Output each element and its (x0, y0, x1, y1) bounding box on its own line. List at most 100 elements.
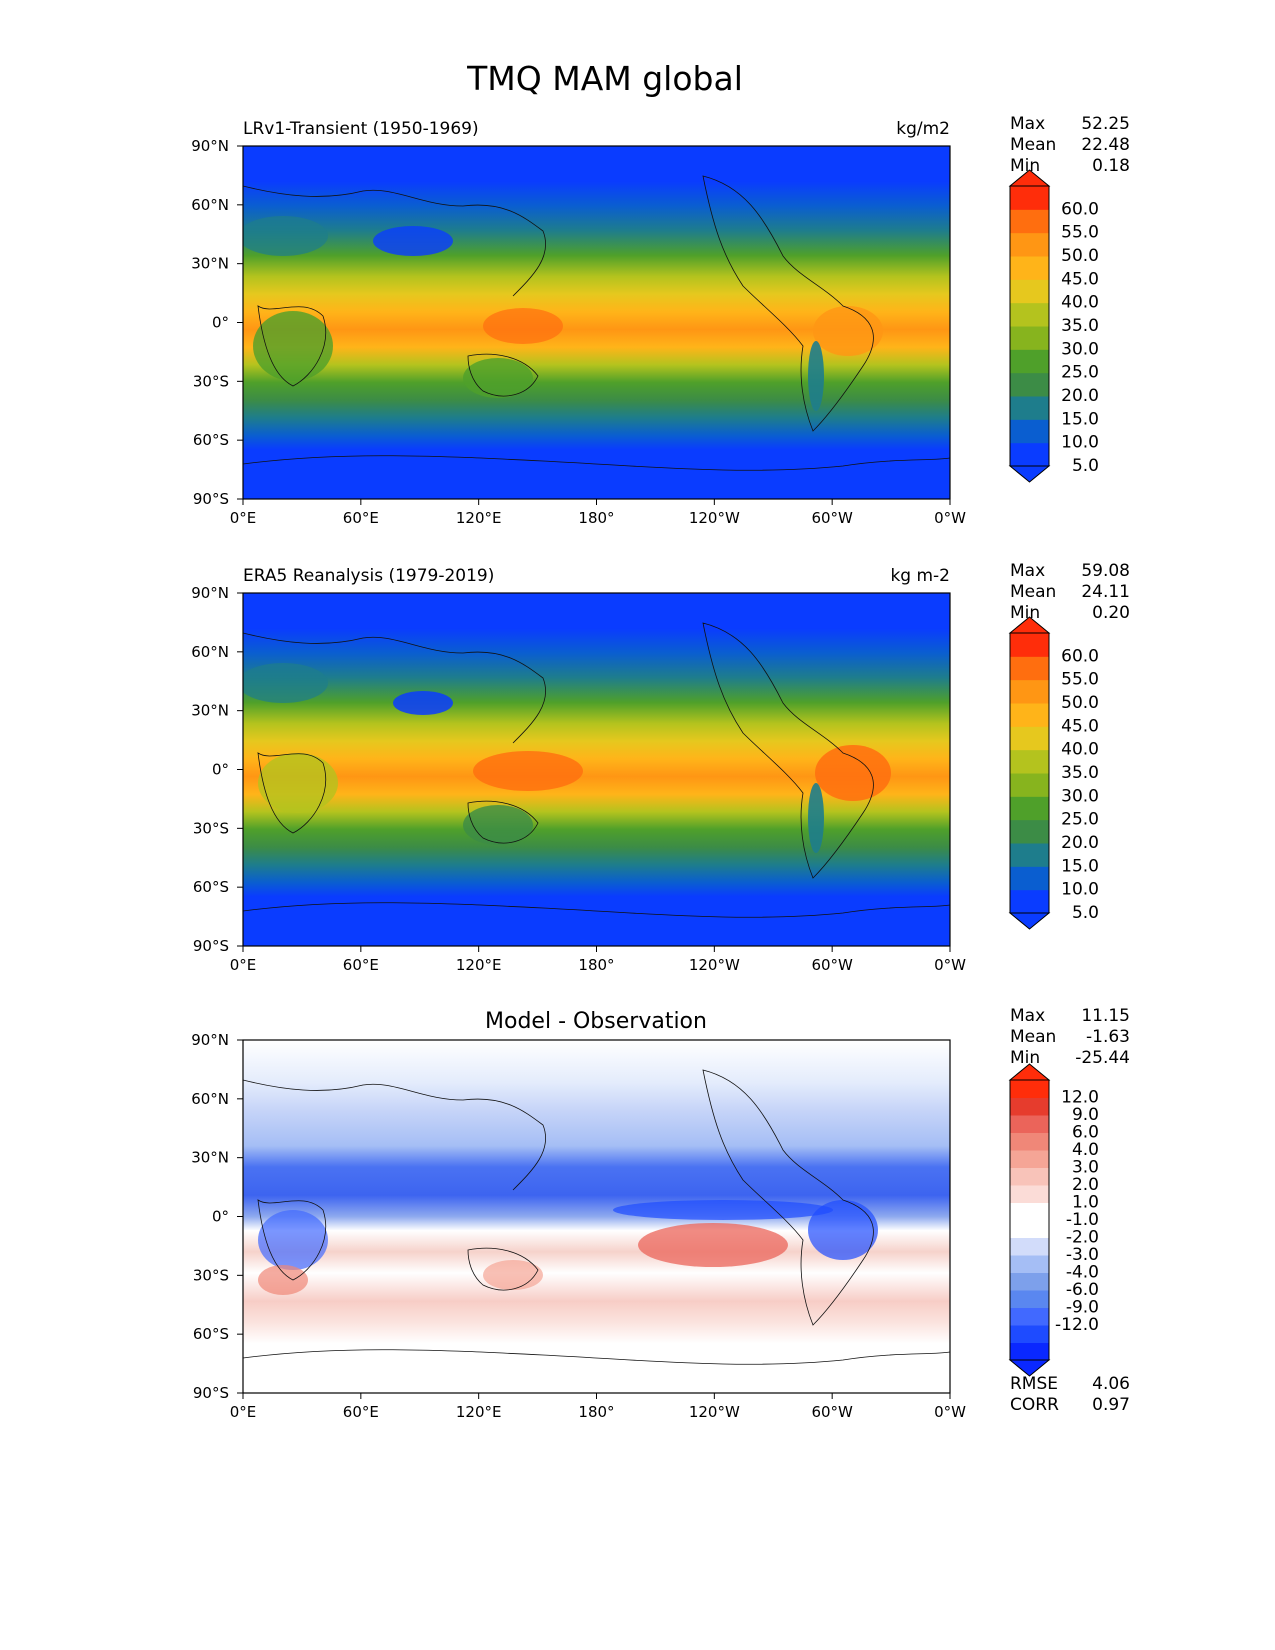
panel-title: ERA5 Reanalysis (1979-2019) (243, 566, 494, 586)
y-tick-label: 60°N (191, 196, 229, 214)
colorbar-segment (1010, 396, 1049, 420)
y-axis: 90°N 60°N 30°N 0° 30°S 60°S 90°S (191, 584, 243, 955)
x-axis: 0°E 60°E 120°E 180° 120°W 60°W 0°W (230, 1393, 966, 1421)
panel-model: LRv1-Transient (1950-1969) kg/m2 0°E 60°E… (191, 114, 1130, 527)
colorbar-level-label: 40.0 (1061, 293, 1099, 313)
colorbar-level-label: 1.0 (1072, 1193, 1099, 1213)
colorbar-segment (1010, 279, 1049, 304)
x-tick-label: 60°W (811, 509, 853, 527)
colorbar-segment (1010, 1255, 1049, 1273)
colorbar-level-label: 20.0 (1061, 386, 1099, 406)
colorbar-level-label: 10.0 (1061, 880, 1099, 900)
field-blob-itcz-dry (613, 1200, 833, 1220)
colorbar-level-label: 5.0 (1072, 903, 1099, 923)
x-tick-label: 120°E (456, 509, 502, 527)
x-tick-label: 180° (578, 509, 614, 527)
colorbar-segment (1010, 419, 1049, 444)
map-field (243, 146, 950, 499)
colorbar-level-label: 2.0 (1072, 1175, 1099, 1195)
stat-mean-label: Mean (1010, 582, 1056, 602)
y-tick-label: 0° (212, 314, 229, 332)
y-tick-label: 30°S (193, 1266, 229, 1284)
colorbar-segment (1010, 679, 1049, 704)
colorbar-segment (1010, 1237, 1049, 1256)
y-tick-label: 30°N (191, 702, 229, 720)
colorbar-frame (1009, 1079, 1050, 1361)
colorbar-level-label: 60.0 (1061, 646, 1099, 666)
stat-min-value: 0.18 (1092, 156, 1130, 176)
x-tick-label: 120°W (689, 1403, 740, 1421)
colorbar: 60.0 55.0 50.0 45.0 40.0 35.0 30.0 25.0 20.0 15.0… (1008, 169, 1099, 483)
y-axis: 90°N 60°N 30°N 0° 30°S 60°S 90°S (191, 1031, 243, 1402)
stat-rmse-value: 4.06 (1092, 1374, 1130, 1394)
x-tick-label: 60°E (343, 509, 379, 527)
colorbar-segment (1010, 232, 1049, 257)
y-tick-label: 30°N (191, 255, 229, 273)
stat-mean-value: 22.48 (1081, 135, 1130, 155)
x-tick-label: 0°W (934, 1403, 966, 1421)
x-tick-label: 120°E (456, 1403, 502, 1421)
colorbar-level-label: -3.0 (1066, 1245, 1099, 1265)
colorbar-segment (1010, 726, 1049, 751)
colorbar-segment (1010, 1307, 1049, 1326)
map-field (243, 593, 950, 946)
x-tick-label: 120°W (689, 509, 740, 527)
colorbar-segment (1010, 1167, 1049, 1186)
colorbar-level-label: 45.0 (1061, 716, 1099, 736)
stat-max-value: 11.15 (1081, 1006, 1130, 1026)
field-blob-sahara (243, 663, 328, 703)
x-tick-label: 0°E (230, 509, 257, 527)
y-tick-label: 0° (212, 761, 229, 779)
panel-units: kg m-2 (890, 566, 950, 586)
x-tick-label: 60°E (343, 956, 379, 974)
y-tick-label: 90°N (191, 584, 229, 602)
stat-mean-value: 24.11 (1081, 582, 1130, 602)
field-blob-sahara (243, 216, 328, 256)
y-tick-label: 30°N (191, 1149, 229, 1167)
stat-max-label: Max (1010, 1006, 1045, 1026)
coastlines (242, 1069, 951, 1365)
x-tick-label: 60°W (811, 1403, 853, 1421)
colorbar-segment (1010, 1080, 1049, 1098)
field-blob-maritime (483, 308, 563, 344)
colorbar: 12.09.06.04.03.02.01.0-1.0-2.0-3.0-4.0-6… (1008, 1063, 1099, 1377)
colorbar-level-label: 45.0 (1061, 269, 1099, 289)
colorbar-segment (1010, 1202, 1049, 1221)
colorbar-segment (1010, 749, 1049, 774)
colorbar-segment (1010, 1185, 1049, 1203)
colorbar-level-label: 35.0 (1061, 316, 1099, 336)
field-blob-andes (808, 783, 824, 853)
y-tick-label: 60°S (193, 431, 229, 449)
map-field (243, 1040, 950, 1393)
x-tick-label: 180° (578, 1403, 614, 1421)
x-axis: 0°E 60°E 120°E 180° 120°W 60°W 0°W (230, 499, 966, 527)
colorbar-level-label: 35.0 (1061, 763, 1099, 783)
colorbar-segment (1010, 843, 1049, 867)
colorbar-frame (1009, 632, 1050, 914)
colorbar-segment (1010, 703, 1049, 727)
colorbar: 60.0 55.0 50.0 45.0 40.0 35.0 30.0 25.0 20.0 15.0… (1008, 616, 1099, 930)
colorbar-level-label: 55.0 (1061, 670, 1099, 690)
colorbar-segment (1010, 819, 1049, 844)
colorbar-segment (1010, 1097, 1049, 1116)
stat-corr-label: CORR (1010, 1395, 1059, 1415)
stat-max-label: Max (1010, 561, 1045, 581)
colorbar-level-label: 30.0 (1061, 339, 1099, 359)
field-blob-africa (253, 311, 333, 381)
field-blob-maritime (473, 751, 583, 791)
colorbar-segment (1010, 656, 1049, 681)
x-tick-label: 0°E (230, 1403, 257, 1421)
colorbar-segment (1010, 372, 1049, 397)
panel-units: kg/m2 (896, 119, 950, 139)
colorbar-segment (1010, 326, 1049, 350)
field-blob-amazon (808, 1200, 878, 1260)
x-tick-label: 0°W (934, 509, 966, 527)
colorbar-level-label: 10.0 (1061, 433, 1099, 453)
colorbar-segment (1010, 633, 1049, 657)
stat-mean-value: -1.63 (1086, 1027, 1130, 1047)
colorbar-segment (1010, 866, 1049, 891)
colorbar-segment (1010, 1342, 1049, 1361)
stat-max-value: 52.25 (1081, 114, 1130, 134)
y-tick-label: 30°S (193, 372, 229, 390)
colorbar-segment (1010, 256, 1049, 280)
